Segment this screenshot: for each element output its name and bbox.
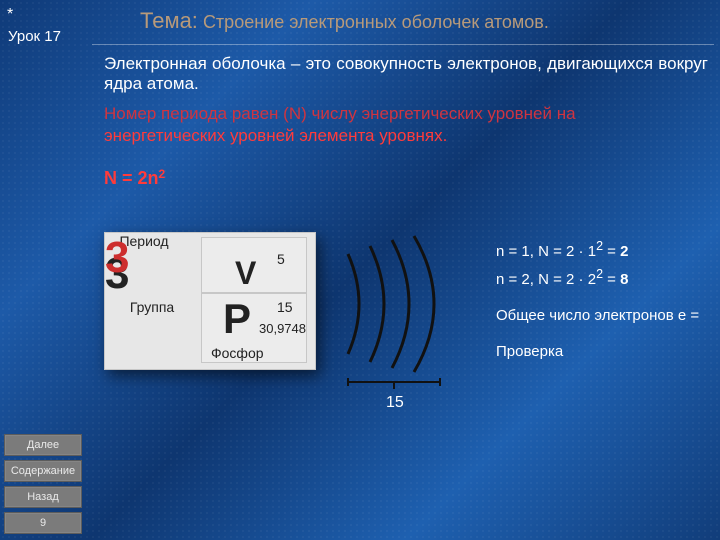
n1-mid: =	[603, 243, 620, 260]
title-divider	[92, 44, 714, 45]
formula-lhs: N = 2n	[104, 168, 159, 188]
asterisk-mark: *	[7, 6, 13, 24]
group-arabic: 5	[277, 251, 285, 267]
check-label[interactable]: Проверка	[496, 340, 699, 364]
definition-paragraph: Электронная оболочка – это совокупность …	[104, 54, 708, 94]
n2-mid: =	[603, 271, 620, 288]
toc-button[interactable]: Содержание	[4, 460, 82, 482]
element-card: Период 3 3 Группа V 5 P 15 30,9748 Фосфо…	[104, 232, 316, 370]
n1-sup: 2	[596, 239, 603, 253]
examples-column: n = 1, N = 2 · 12 = 2 n = 2, N = 2 · 22 …	[496, 236, 699, 364]
n1-val: 2	[620, 243, 628, 260]
element-symbol: P	[223, 295, 251, 343]
next-button[interactable]: Далее	[4, 434, 82, 456]
shell-arc-3	[392, 240, 409, 368]
formula-exponent: 2	[159, 167, 166, 181]
element-name: Фосфор	[211, 345, 264, 361]
n2-sup: 2	[596, 267, 603, 281]
n1-pre: n = 1, N = 2 · 1	[496, 243, 596, 260]
bracket-label: 15	[386, 394, 404, 412]
shell-svg	[340, 234, 460, 394]
atomic-number: 15	[277, 299, 293, 315]
shell-diagram	[340, 234, 460, 364]
sidebar: * Урок 17	[0, 0, 88, 540]
overlay-line-1: Номер периода равен (N) числу энергетиче…	[104, 104, 702, 124]
overlay-text-block: Номер периода равен (N) числу энергетиче…	[104, 104, 708, 164]
shell-arc-2	[370, 246, 384, 362]
group-roman: V	[235, 255, 256, 292]
prev-button[interactable]: Назад	[4, 486, 82, 508]
n2-pre: n = 2, N = 2 · 2	[496, 271, 596, 288]
lesson-label: Урок 17	[8, 28, 61, 45]
page-title: Тема: Строение электронных оболочек атом…	[140, 8, 549, 34]
example-n1: n = 1, N = 2 · 12 = 2	[496, 236, 699, 264]
group-header: Группа	[105, 299, 199, 315]
formula: N = 2n2	[104, 168, 708, 189]
shell-arc-4	[414, 236, 434, 372]
title-prefix: Тема:	[140, 8, 198, 33]
overlay-line-2: энергетических уровней элемента уровнях.	[104, 126, 702, 146]
period-value-alt: 3	[105, 233, 129, 283]
atomic-mass: 30,9748	[259, 321, 306, 336]
shell-arc-1	[348, 254, 359, 354]
example-n2: n = 2, N = 2 · 22 = 8	[496, 264, 699, 292]
content-area: Электронная оболочка – это совокупность …	[104, 54, 708, 189]
page-number-button[interactable]: 9	[4, 512, 82, 534]
title-text: Строение электронных оболочек атомов.	[203, 12, 549, 32]
total-electrons-label: Общее число электронов е =	[496, 304, 699, 328]
n2-val: 8	[620, 271, 628, 288]
